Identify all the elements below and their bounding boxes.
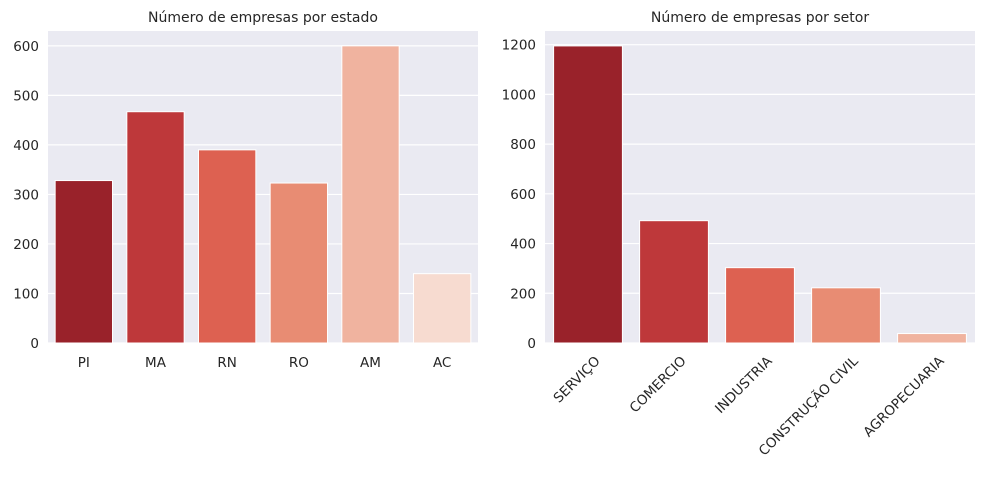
plot-area <box>48 31 478 343</box>
x-tick-label: COMERCIO <box>627 353 690 416</box>
y-tick-label: 1000 <box>502 87 536 103</box>
bar-am <box>341 45 400 344</box>
y-tick-label: 1200 <box>502 38 536 54</box>
chart-title: Número de empresas por estado <box>148 10 378 26</box>
y-tick-label: 0 <box>30 336 39 352</box>
chart-companies-by-state: 0 100 200 300 400 500 600 PI MA RN RO AM AC Número de… <box>13 10 478 371</box>
bar-ro <box>269 182 328 344</box>
y-tick-label: 600 <box>13 39 39 55</box>
y-tick-label: 100 <box>13 286 39 302</box>
bar-agropecuaria <box>897 333 967 344</box>
y-tick-label: 800 <box>510 137 536 153</box>
bar-rn <box>198 149 257 344</box>
bar-ac <box>413 273 472 344</box>
bar-comercio <box>639 220 709 344</box>
y-tick-label: 200 <box>13 237 39 253</box>
y-tick-label: 300 <box>13 187 39 203</box>
x-tick-label: INDUSTRIA <box>712 353 776 417</box>
bar-ma <box>126 111 185 344</box>
y-tick-label: 0 <box>527 336 536 352</box>
x-tick-label: RO <box>289 355 309 371</box>
x-tick-label: RN <box>217 355 236 371</box>
chart-title: Número de empresas por setor <box>651 10 869 26</box>
bar-industria <box>725 267 795 344</box>
chart-companies-by-sector: 0 200 400 600 800 1000 1200 SERVIÇO COMERCIO INDU… <box>502 10 975 459</box>
bar-construção-civil <box>811 287 881 344</box>
y-tick-label: 400 <box>510 237 536 253</box>
x-tick-label: MA <box>145 355 167 371</box>
x-tick-label: AGROPECUARIA <box>860 353 948 441</box>
x-tick-label: AC <box>433 355 451 371</box>
x-tick-label: PI <box>78 355 90 371</box>
x-tick-label: AM <box>360 355 381 371</box>
y-tick-label: 400 <box>13 138 39 154</box>
x-tick-label: SERVIÇO <box>551 353 604 406</box>
y-tick-label: 200 <box>510 286 536 302</box>
bar-pi <box>54 180 113 344</box>
y-tick-label: 600 <box>510 187 536 203</box>
bar-serviço <box>553 45 623 344</box>
y-tick-label: 500 <box>13 88 39 104</box>
